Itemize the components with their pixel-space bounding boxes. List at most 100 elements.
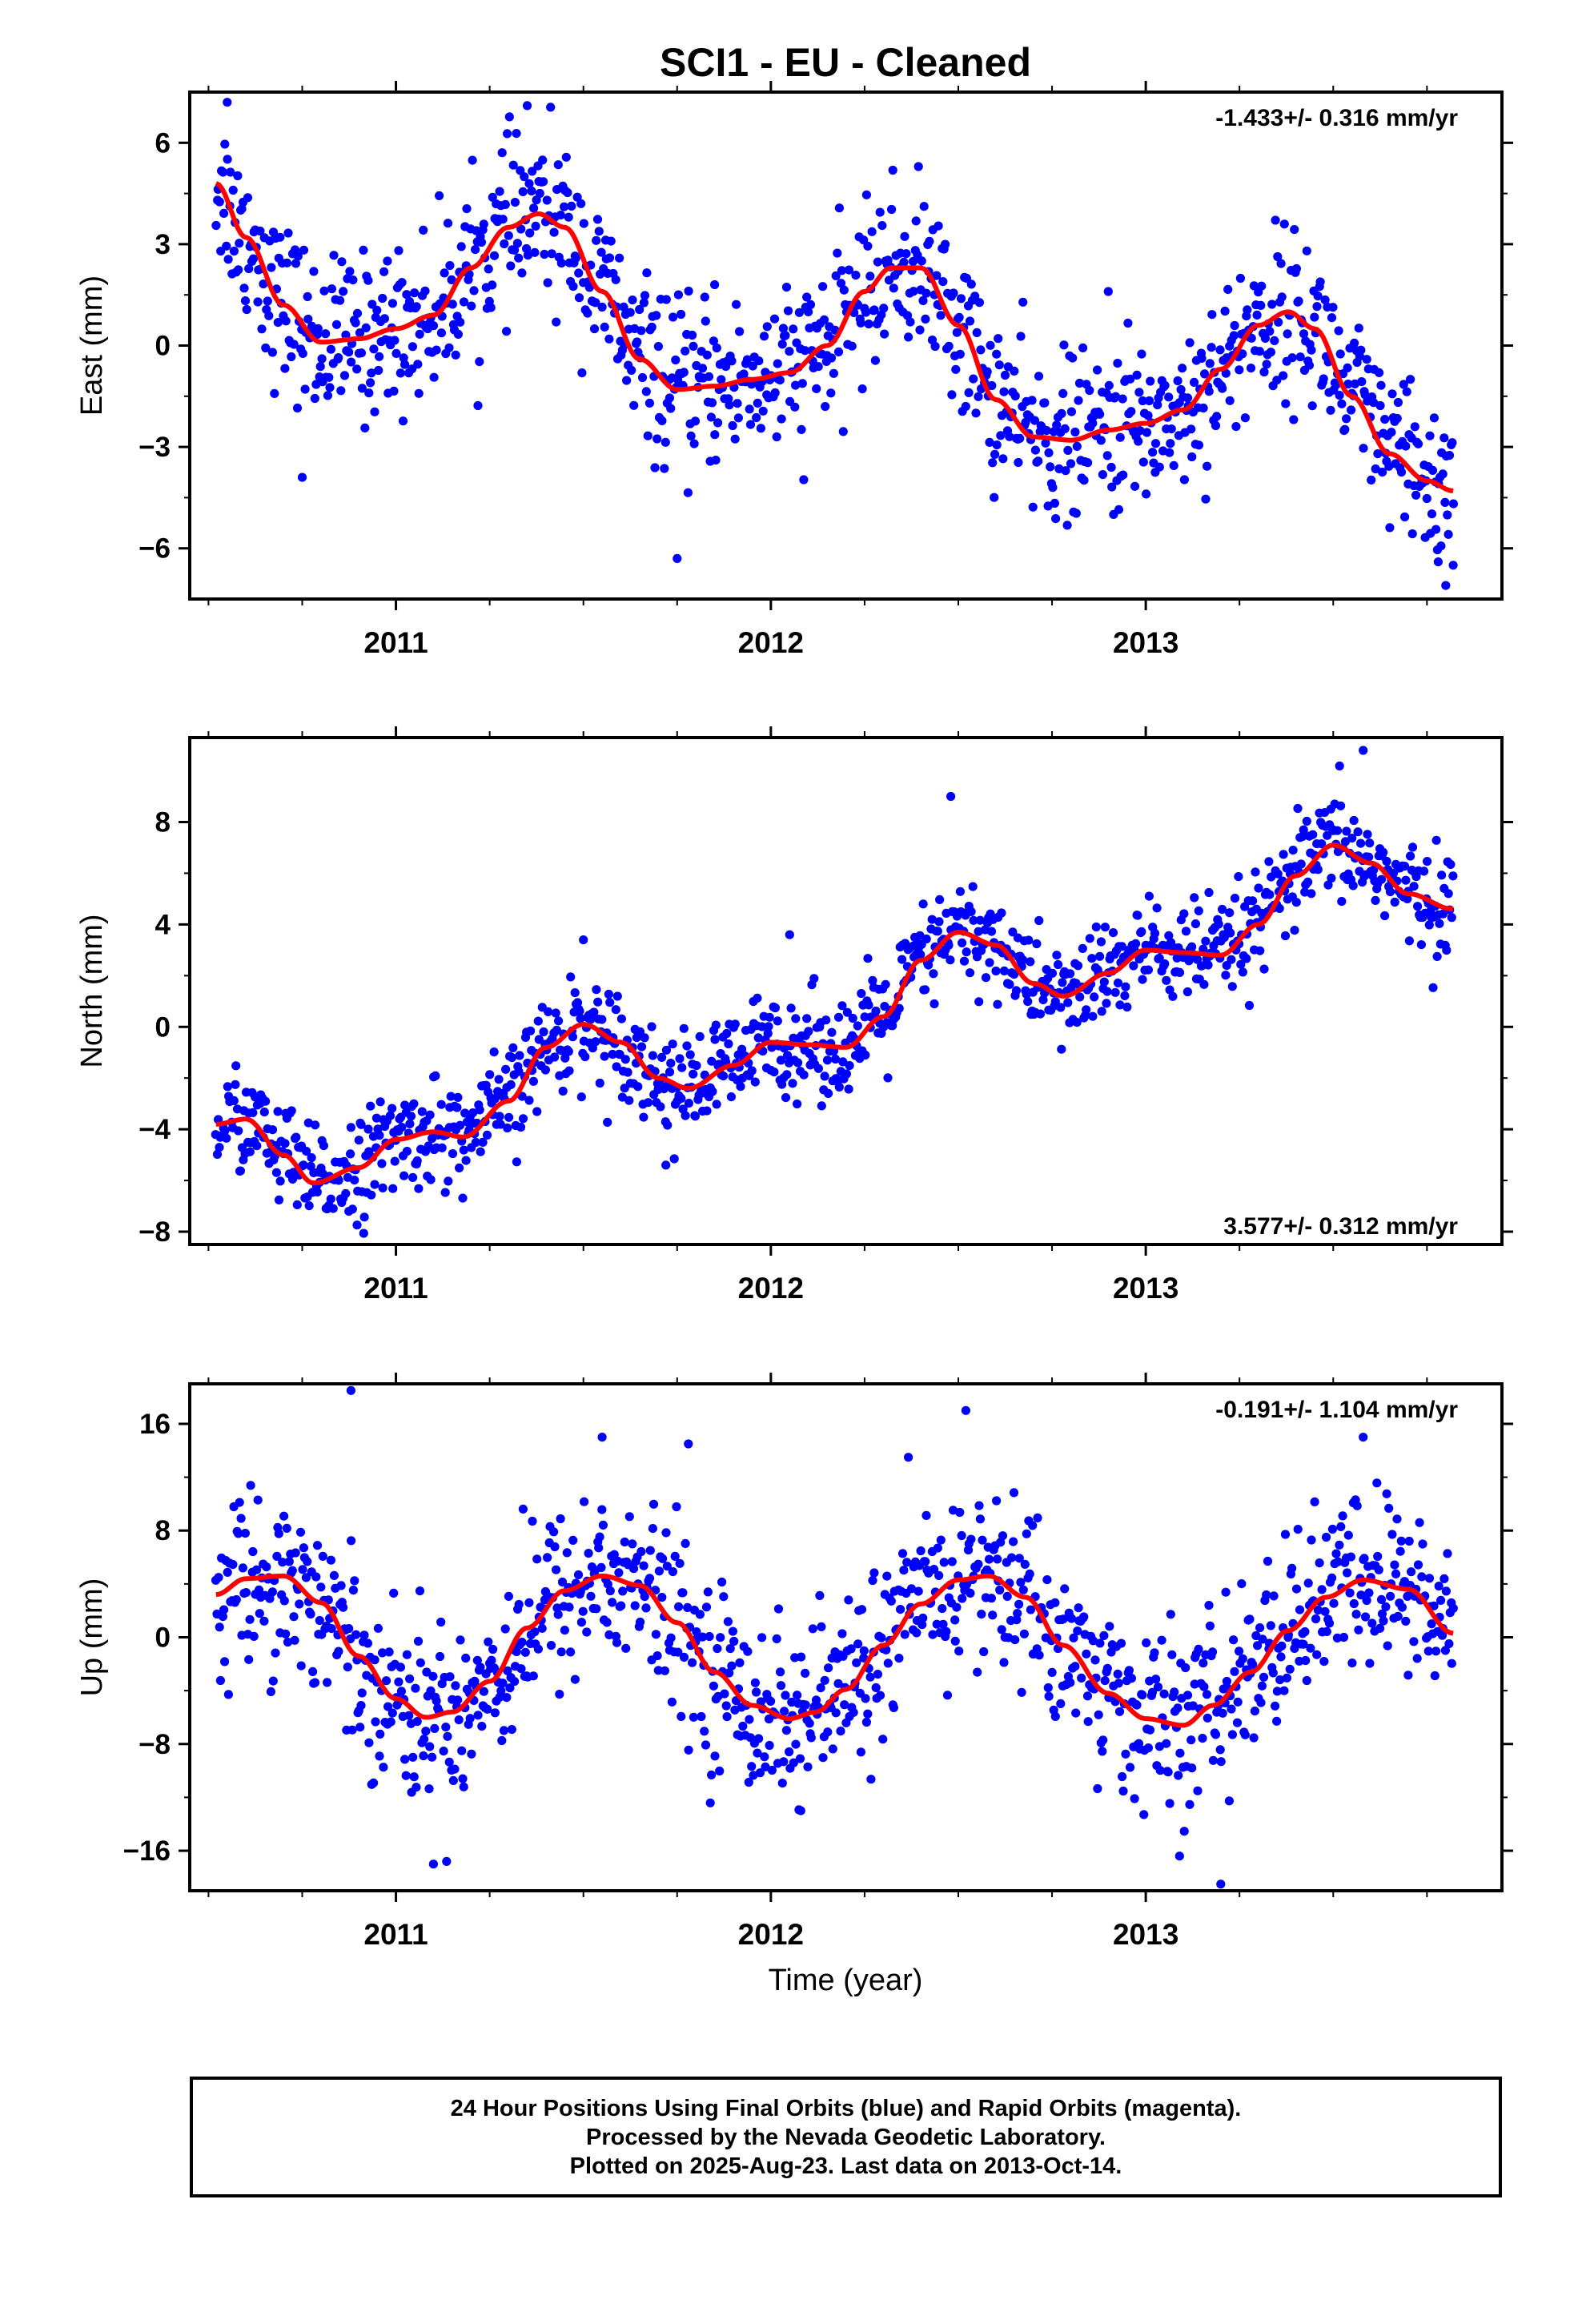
up-point	[837, 1629, 847, 1638]
east-point	[486, 303, 496, 312]
east-point	[1267, 300, 1277, 309]
up-ytick-label: 16	[139, 1409, 171, 1440]
east-point	[462, 204, 472, 214]
up-point	[562, 1548, 572, 1558]
east-point	[1060, 424, 1070, 434]
up-point	[421, 1727, 431, 1736]
east-point	[1359, 444, 1368, 453]
up-point	[645, 1546, 655, 1555]
north-point	[1342, 826, 1351, 836]
north-point	[496, 1120, 505, 1129]
east-point	[1079, 476, 1089, 485]
east-point	[292, 403, 303, 413]
up-point	[568, 1535, 578, 1545]
east-point	[1402, 387, 1411, 396]
up-point	[1074, 1603, 1083, 1613]
east-point	[355, 328, 365, 338]
east-point	[409, 288, 420, 298]
up-point	[701, 1740, 711, 1750]
east-point	[777, 414, 786, 424]
north-point	[1313, 865, 1323, 875]
east-point	[1400, 512, 1410, 522]
up-point	[1159, 1689, 1169, 1699]
east-point	[1270, 336, 1279, 345]
east-xtick-label: 2013	[1113, 626, 1178, 659]
east-point	[994, 334, 1003, 344]
up-point	[412, 1783, 421, 1792]
up-point	[552, 1565, 561, 1574]
up-point	[1423, 1647, 1433, 1656]
east-point	[564, 212, 573, 222]
north-point	[299, 1160, 308, 1170]
up-point	[578, 1606, 588, 1616]
up-point	[929, 1565, 939, 1574]
east-point	[324, 372, 334, 382]
up-point	[1276, 1652, 1286, 1662]
north-point	[1432, 951, 1442, 961]
north-point	[1406, 851, 1415, 861]
east-point	[1205, 359, 1215, 368]
east-point	[1294, 296, 1303, 306]
east-point	[789, 324, 798, 334]
east-point	[818, 282, 828, 292]
east-point	[998, 454, 1008, 464]
north-point	[773, 1016, 782, 1026]
east-point	[954, 312, 964, 322]
east-point	[756, 424, 766, 433]
north-point	[958, 938, 967, 947]
north-point	[791, 1014, 801, 1023]
east-point	[510, 245, 520, 255]
east-point	[1061, 466, 1070, 476]
east-point	[873, 257, 882, 267]
up-point	[1132, 1700, 1142, 1710]
east-point	[584, 283, 594, 292]
north-point	[1365, 838, 1375, 848]
east-point	[970, 292, 980, 301]
east-point	[1154, 462, 1164, 472]
north-point	[1023, 997, 1033, 1007]
east-point	[934, 221, 943, 231]
up-point	[477, 1722, 487, 1731]
north-point	[346, 1123, 355, 1132]
east-point	[267, 348, 277, 357]
up-point	[415, 1586, 425, 1596]
east-point	[909, 287, 918, 296]
north-point	[1399, 862, 1410, 871]
north-point	[312, 1188, 322, 1197]
east-point	[1138, 457, 1148, 467]
up-point	[327, 1624, 336, 1634]
east-point	[500, 239, 509, 249]
north-point	[603, 1117, 612, 1127]
north-point	[1162, 975, 1171, 985]
up-point	[604, 1630, 614, 1639]
east-point	[639, 298, 649, 308]
east-point	[956, 294, 966, 304]
up-point	[1345, 1588, 1355, 1598]
east-point	[619, 302, 628, 312]
up-point	[351, 1630, 361, 1639]
up-point	[942, 1691, 953, 1700]
up-point	[954, 1647, 964, 1656]
east-point	[436, 328, 447, 338]
east-point	[552, 317, 561, 327]
up-point	[1033, 1513, 1042, 1522]
north-point	[456, 1120, 465, 1130]
north-point	[506, 1080, 516, 1089]
north-point	[921, 934, 931, 944]
up-point	[241, 1588, 251, 1598]
east-point	[936, 311, 946, 320]
north-point	[612, 991, 622, 1001]
east-point	[1034, 456, 1043, 466]
up-point	[1303, 1578, 1313, 1588]
up-point	[445, 1672, 455, 1682]
up-point	[441, 1723, 451, 1732]
east-points	[211, 98, 1458, 590]
east-point	[1287, 353, 1297, 363]
east-point	[1413, 439, 1423, 448]
north-point	[827, 1027, 837, 1037]
east-point	[310, 393, 319, 404]
east-point	[475, 357, 484, 367]
north-point	[1317, 839, 1327, 849]
north-ytick-label: −8	[139, 1216, 171, 1248]
east-point	[1203, 461, 1212, 471]
